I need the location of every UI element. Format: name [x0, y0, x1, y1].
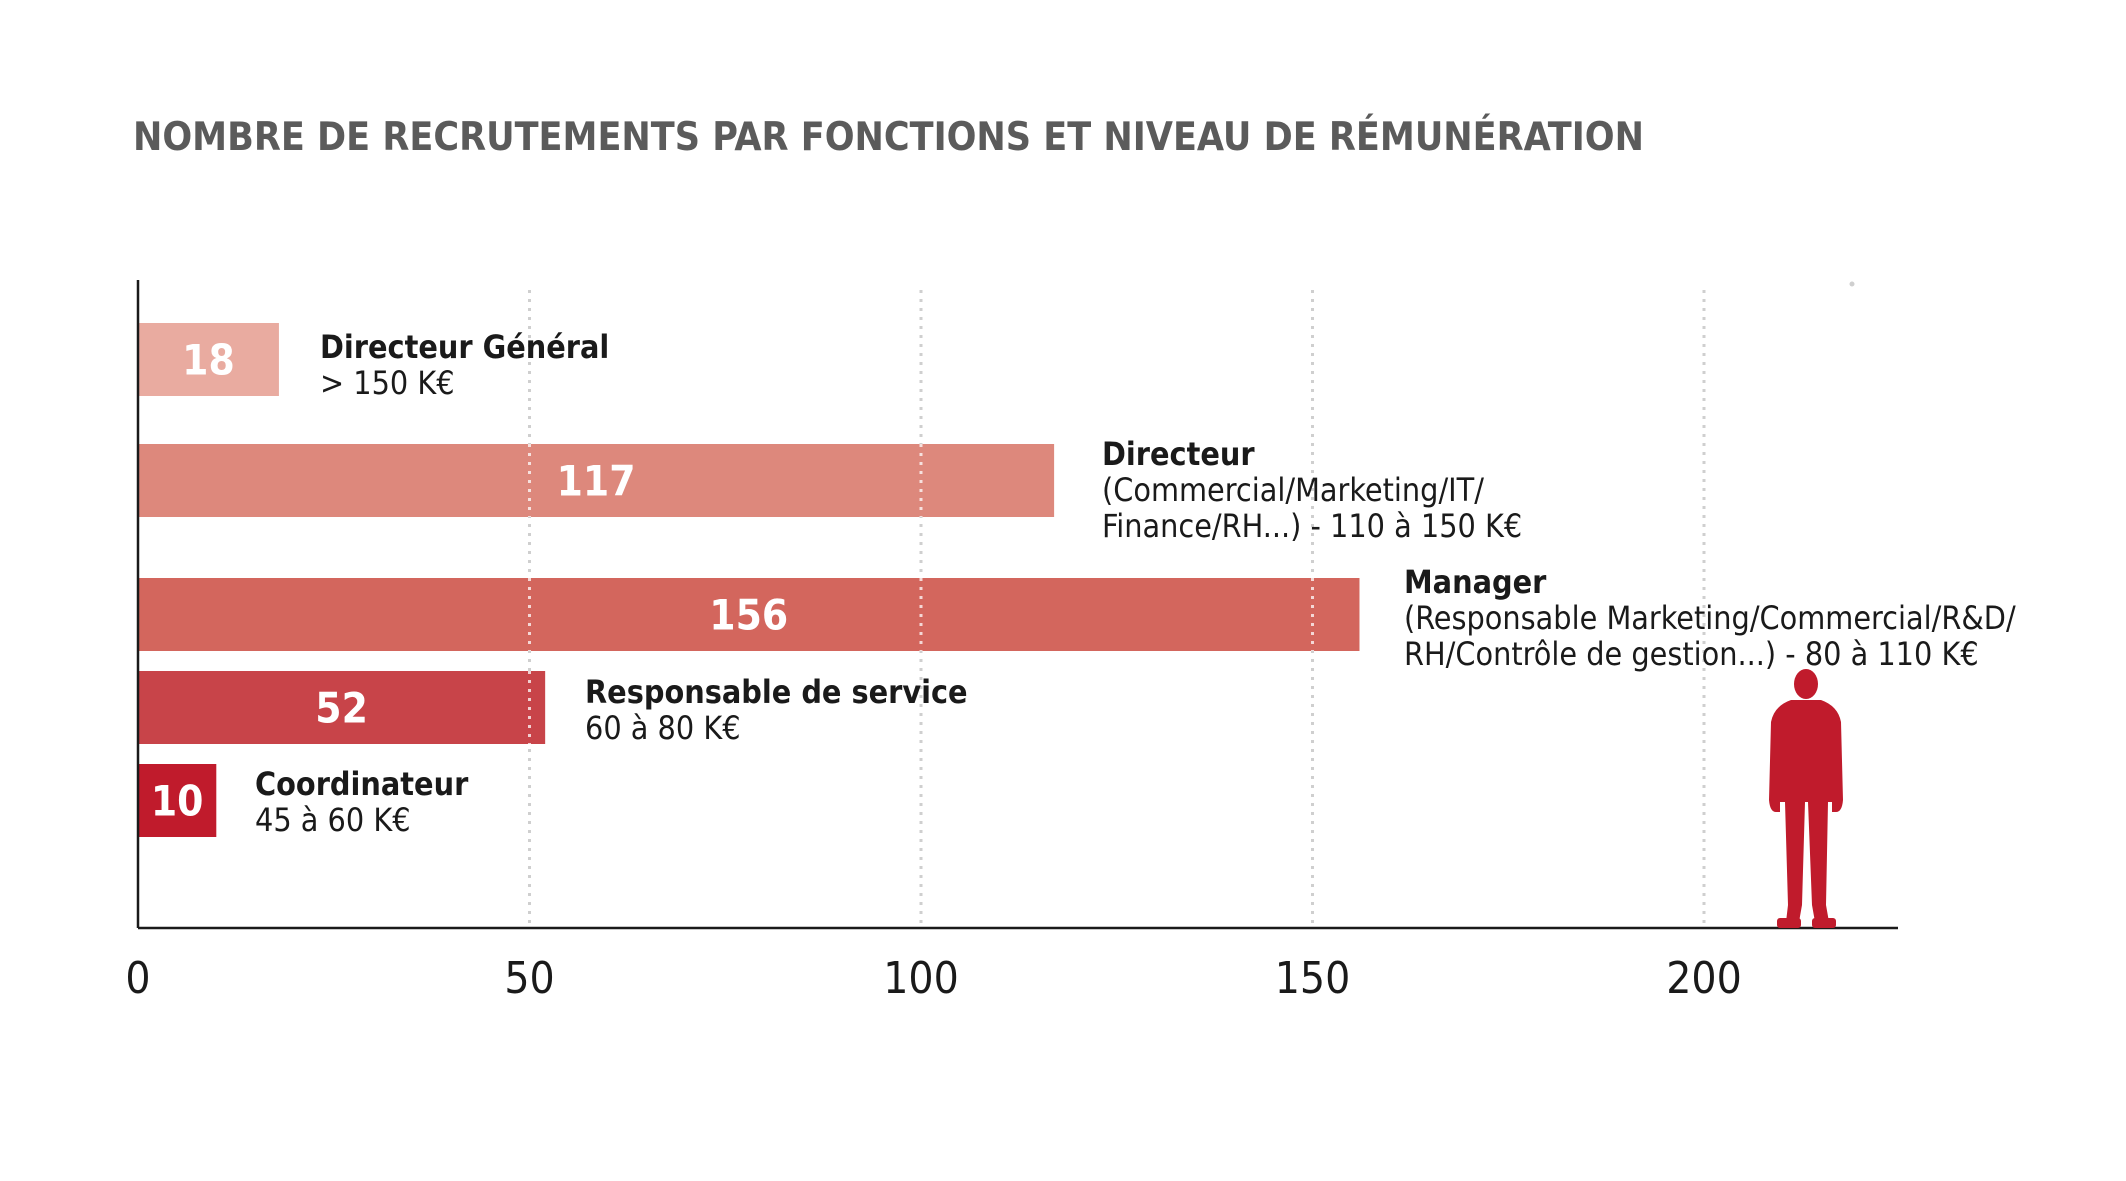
x-tick-label: 50 — [504, 953, 554, 1004]
bar — [138, 671, 546, 744]
category-label: Manager — [1404, 563, 1547, 601]
category-label: Directeur — [1102, 435, 1255, 473]
category-sublabel: > 150 K€ — [320, 364, 455, 402]
bar-value-label: 117 — [557, 457, 636, 506]
category-label: Coordinateur — [255, 765, 469, 803]
category-sublabel: RH/Contrôle de gestion...) - 80 à 110 K€ — [1404, 635, 1979, 673]
bar — [138, 444, 1055, 517]
bar — [138, 323, 279, 396]
x-tick-label: 100 — [883, 953, 959, 1004]
person-figure-part — [1777, 918, 1801, 928]
bar-value-label: 10 — [151, 777, 204, 826]
category-sublabel: (Responsable Marketing/Commercial/R&D/ — [1404, 599, 2016, 637]
person-figure-part — [1812, 918, 1836, 928]
person-figure — [1769, 669, 1843, 928]
bar — [138, 578, 1360, 651]
bar-value-label: 156 — [709, 591, 788, 640]
category-sublabel: 45 à 60 K€ — [255, 801, 411, 839]
category-label: Directeur Général — [320, 328, 609, 366]
x-tick-label: 0 — [125, 953, 150, 1004]
person-figure-part — [1785, 802, 1805, 922]
bar-value-label: 18 — [182, 336, 235, 385]
grid-dot — [1849, 281, 1855, 287]
chart-title: NOMBRE DE RECRUTEMENTS PAR FONCTIONS ET … — [133, 113, 1644, 160]
category-sublabel: Finance/RH...) - 110 à 150 K€ — [1102, 507, 1522, 545]
x-tick-label: 150 — [1275, 953, 1351, 1004]
category-label: Responsable de service — [585, 673, 968, 711]
person-figure-part — [1769, 700, 1843, 812]
bar — [138, 764, 217, 837]
category-sublabel: (Commercial/Marketing/IT/ — [1102, 471, 1484, 509]
person-figure-part — [1808, 802, 1829, 922]
category-sublabel: 60 à 80 K€ — [585, 709, 741, 747]
x-tick-label: 200 — [1666, 953, 1742, 1004]
person-figure-part — [1794, 669, 1818, 699]
bar-value-label: 52 — [315, 684, 368, 733]
